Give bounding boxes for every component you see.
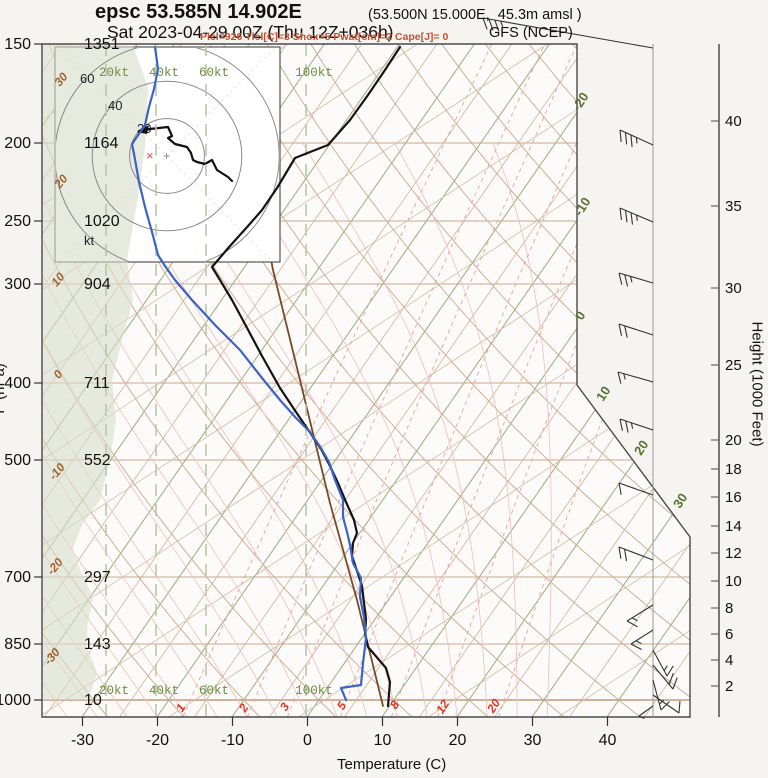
- svg-text:700: 700: [4, 569, 31, 586]
- svg-text:904: 904: [84, 276, 111, 293]
- svg-text:1164: 1164: [84, 135, 119, 152]
- svg-text:200: 200: [4, 135, 31, 152]
- svg-text:400: 400: [4, 375, 31, 392]
- wind-barb: [652, 664, 678, 690]
- svg-text:20: 20: [631, 437, 651, 457]
- plot-frame: [41, 43, 691, 718]
- svg-text:-20: -20: [146, 732, 169, 749]
- svg-text:40: 40: [599, 732, 617, 749]
- hodograph-rings: 60 40 20kt × +: [56, 48, 279, 261]
- sounding-parameters: Plcl=926 Tlcl[C]=3 Shox=5 Pwat[cm]=2 Cap…: [200, 31, 449, 43]
- svg-text:300: 300: [4, 276, 31, 293]
- svg-text:40: 40: [108, 98, 122, 113]
- svg-text:297: 297: [84, 569, 111, 586]
- wind-barb: [619, 129, 654, 147]
- wind-barb: [638, 705, 654, 719]
- station-coordinates: (53.500N 15.000E, 45.3m amsl ): [368, 7, 582, 23]
- windspeed-scale-labels: 20kt 20kt 40kt 40kt 60kt 60kt 100kt 100kt: [99, 66, 333, 698]
- temperature-axis: -30 -20 -10 0 10 20 30 40: [71, 717, 617, 749]
- svg-text:6: 6: [725, 626, 733, 643]
- svg-text:10: 10: [374, 732, 392, 749]
- svg-text:10: 10: [593, 383, 613, 403]
- svg-text:30: 30: [524, 732, 542, 749]
- svg-text:40kt: 40kt: [149, 66, 179, 80]
- wind-barb: [626, 604, 654, 628]
- svg-text:1351: 1351: [84, 36, 120, 53]
- svg-text:16: 16: [725, 489, 742, 506]
- height-feet-axis: 40 35 30 25 20 18 16 14 12 10 8 6 4 2: [711, 44, 742, 717]
- svg-text:25: 25: [725, 357, 742, 374]
- origin-plus-mark: +: [163, 149, 170, 163]
- svg-text:711: 711: [84, 375, 110, 392]
- wind-barb: [482, 17, 654, 49]
- svg-text:20: 20: [449, 732, 467, 749]
- svg-text:60kt: 60kt: [199, 684, 229, 698]
- svg-text:8: 8: [725, 600, 733, 617]
- height-meter-labels: 1351 1164 1020 904 711 552 297 143 10: [84, 36, 120, 709]
- height-axis-label: Height (1000 Feet): [748, 321, 766, 447]
- svg-text:30: 30: [725, 280, 742, 297]
- svg-text:12: 12: [725, 545, 742, 562]
- windspeed-scale-lines: [105, 44, 307, 717]
- svg-text:-10: -10: [221, 732, 244, 749]
- wind-barb: [652, 649, 674, 677]
- svg-text:20: 20: [725, 432, 742, 449]
- svg-text:1000: 1000: [0, 692, 31, 709]
- temperature-axis-label: Temperature (C): [337, 756, 447, 773]
- svg-text:1020: 1020: [84, 213, 120, 230]
- wind-speed-shading: [42, 44, 148, 700]
- model-name: GFS (NCEP): [489, 25, 573, 41]
- wind-barb: [652, 694, 681, 714]
- pressure-axis: 150 200 250 300 400 500 700 850 1000: [0, 36, 42, 709]
- wind-barb: [630, 629, 654, 651]
- wind-barb: [617, 371, 654, 384]
- wind-barb: [618, 272, 654, 287]
- wind-barb: [619, 418, 654, 433]
- svg-text:30: 30: [670, 490, 690, 510]
- svg-text:2: 2: [725, 678, 733, 695]
- svg-text:14: 14: [725, 518, 742, 535]
- mixing-ratio-lines: [182, 44, 690, 717]
- wind-barb: [618, 546, 654, 562]
- svg-text:kt: kt: [84, 233, 95, 248]
- svg-text:18: 18: [725, 461, 742, 478]
- svg-text:500: 500: [4, 452, 31, 469]
- svg-text:552: 552: [84, 452, 111, 469]
- wind-barb: [652, 679, 670, 711]
- wind-barb: [618, 323, 654, 338]
- svg-text:250: 250: [4, 213, 31, 230]
- wind-barb: [619, 207, 654, 225]
- pressure-axis-label: P (hPa): [0, 363, 8, 414]
- svg-text:20kt: 20kt: [99, 66, 129, 80]
- svg-text:40: 40: [725, 113, 742, 130]
- svg-text:-30: -30: [71, 732, 94, 749]
- svg-text:60: 60: [80, 71, 94, 86]
- svg-text:143: 143: [84, 636, 111, 653]
- dewpoint-trace: [130, 45, 368, 702]
- svg-text:10: 10: [84, 692, 102, 709]
- svg-text:0: 0: [303, 732, 312, 749]
- svg-text:60kt: 60kt: [199, 66, 229, 80]
- svg-text:20kt: 20kt: [99, 684, 129, 698]
- lcl-cross-mark: ×: [146, 148, 154, 163]
- wind-speed-profile: [42, 44, 148, 700]
- svg-text:850: 850: [4, 636, 31, 653]
- temperature-trace: [210, 45, 402, 708]
- svg-text:40kt: 40kt: [149, 684, 179, 698]
- svg-text:100kt: 100kt: [295, 684, 333, 698]
- valid-datetime: Sat 2023-04-29 00Z (Thu 12Z+036h): [107, 22, 394, 42]
- svg-text:20: 20: [484, 696, 504, 716]
- station-title: epsc 53.585N 14.902E: [95, 1, 302, 23]
- svg-text:10: 10: [725, 573, 742, 590]
- svg-text:100kt: 100kt: [295, 66, 333, 80]
- svg-text:4: 4: [725, 652, 733, 669]
- wind-barb-column: [482, 17, 681, 719]
- svg-text:150: 150: [4, 36, 31, 53]
- wind-barb: [618, 482, 654, 496]
- svg-text:35: 35: [725, 198, 742, 215]
